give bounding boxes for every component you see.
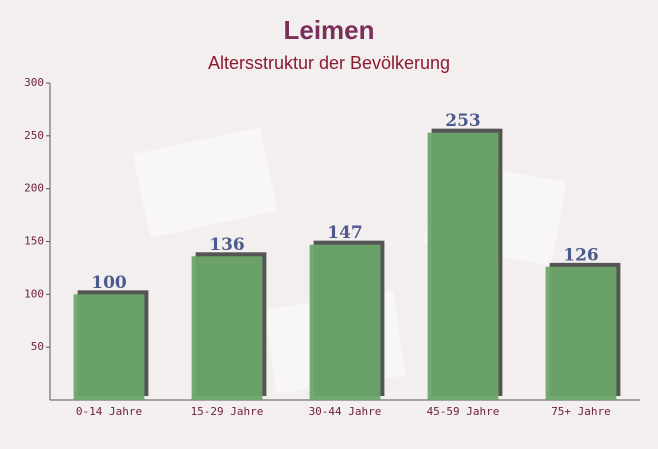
y-tick-label: 200	[24, 182, 44, 195]
value-label: 136	[209, 235, 245, 255]
bar	[309, 244, 381, 400]
value-label: 100	[91, 273, 127, 293]
y-tick-label: 100	[24, 287, 44, 300]
bar	[427, 132, 499, 400]
x-tick-label: 75+ Jahre	[551, 405, 611, 418]
x-tick-label: 15-29 Jahre	[191, 405, 264, 418]
decoration	[132, 127, 278, 238]
chart-subtitle: Altersstruktur der Bevölkerung	[208, 53, 450, 73]
chart-title: Leimen	[283, 15, 374, 45]
bar	[73, 294, 145, 400]
x-tick-label: 45-59 Jahre	[427, 405, 500, 418]
y-tick-label: 50	[31, 340, 44, 353]
value-label: 147	[327, 223, 363, 243]
x-tick-label: 30-44 Jahre	[309, 405, 382, 418]
y-tick-label: 250	[24, 129, 44, 142]
y-tick-label: 150	[24, 235, 44, 248]
value-label: 253	[445, 111, 481, 131]
bar	[191, 256, 263, 400]
x-tick-label: 0-14 Jahre	[76, 405, 142, 418]
value-label: 126	[563, 245, 599, 265]
bar	[545, 266, 617, 400]
y-tick-label: 300	[24, 76, 44, 89]
